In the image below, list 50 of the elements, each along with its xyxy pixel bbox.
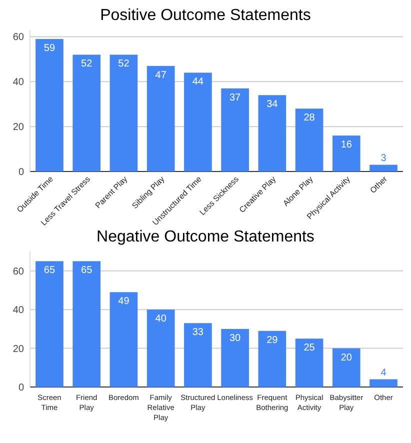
data-label: 40 bbox=[155, 314, 167, 325]
data-label: 44 bbox=[192, 76, 204, 88]
bar bbox=[221, 88, 249, 172]
bar bbox=[110, 292, 138, 387]
data-label: 52 bbox=[81, 58, 93, 70]
bar bbox=[146, 66, 175, 172]
bar bbox=[258, 95, 286, 172]
bar bbox=[370, 379, 398, 387]
data-label: 34 bbox=[266, 99, 278, 110]
data-label: 65 bbox=[44, 265, 56, 276]
data-label: 65 bbox=[81, 265, 93, 276]
bar bbox=[332, 136, 360, 172]
bar bbox=[332, 348, 360, 387]
y-tick-label: 60 bbox=[12, 32, 24, 44]
data-label: 30 bbox=[229, 332, 242, 344]
bar bbox=[221, 328, 249, 387]
bar bbox=[184, 323, 212, 387]
chart-title: Negative Outcome Statements bbox=[96, 228, 314, 246]
data-label: 3 bbox=[380, 152, 387, 164]
chart-title: Positive Outcome Statements bbox=[100, 7, 311, 24]
y-tick-label: 40 bbox=[12, 77, 24, 88]
bar bbox=[72, 261, 101, 387]
y-tick-label: 0 bbox=[18, 382, 24, 394]
data-label: 49 bbox=[118, 296, 130, 308]
data-label: 33 bbox=[192, 327, 204, 338]
data-label: 47 bbox=[155, 70, 167, 81]
data-label: 4 bbox=[380, 367, 387, 378]
y-tick-label: 40 bbox=[12, 305, 24, 316]
data-label: 25 bbox=[304, 342, 316, 354]
bar bbox=[295, 338, 324, 387]
y-tick-label: 0 bbox=[18, 167, 24, 178]
y-tick-label: 20 bbox=[12, 344, 24, 355]
bar bbox=[295, 108, 324, 172]
data-label: 29 bbox=[266, 334, 278, 346]
bar bbox=[258, 330, 286, 387]
y-tick-label: 60 bbox=[12, 266, 24, 278]
bar bbox=[110, 54, 138, 172]
data-label: 20 bbox=[340, 352, 352, 364]
bar bbox=[184, 72, 212, 172]
y-tick-label: 20 bbox=[12, 122, 24, 134]
data-label: 59 bbox=[44, 42, 56, 54]
bar bbox=[36, 261, 64, 387]
data-label: 52 bbox=[118, 58, 130, 70]
data-label: 37 bbox=[229, 92, 242, 104]
bar bbox=[72, 54, 101, 172]
bar bbox=[36, 38, 64, 172]
bar bbox=[146, 310, 175, 387]
bar bbox=[370, 164, 398, 172]
data-label: 16 bbox=[340, 140, 352, 151]
data-label: 28 bbox=[304, 112, 316, 124]
